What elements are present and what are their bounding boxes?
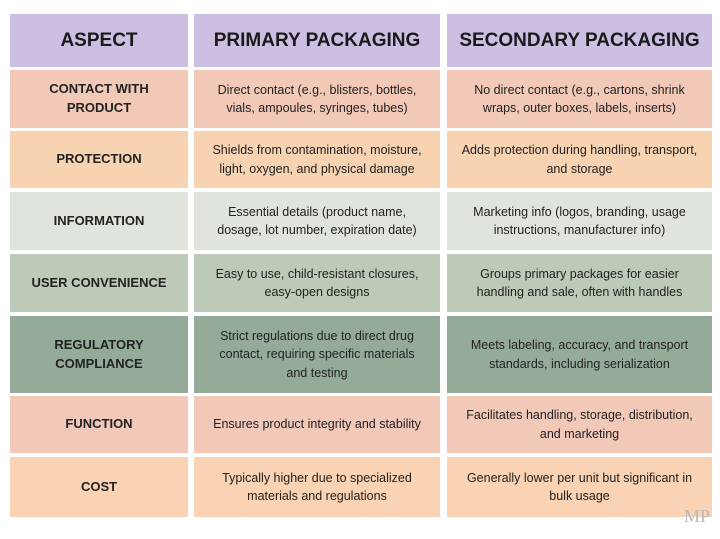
- table-cell: Typically higher due to specialized mate…: [194, 457, 440, 517]
- table-cell: Strict regulations due to direct drug co…: [194, 316, 440, 393]
- logo: MP: [683, 506, 710, 526]
- table-cell: Generally lower per unit but significant…: [447, 457, 712, 517]
- table-cell: Meets labeling, accuracy, and transport …: [447, 316, 712, 393]
- table-cell: Adds protection during handling, transpo…: [447, 131, 712, 188]
- aspect-cell: COST: [10, 457, 188, 517]
- table-cell: Easy to use, child-resistant closures, e…: [194, 254, 440, 312]
- aspect-cell: CONTACT WITH PRODUCT: [10, 70, 188, 128]
- table-cell: Ensures product integrity and stability: [194, 396, 440, 453]
- aspect-cell: FUNCTION: [10, 396, 188, 453]
- table-cell: No direct contact (e.g., cartons, shrink…: [447, 70, 712, 128]
- table-cell: Essential details (product name, dosage,…: [194, 192, 440, 250]
- table-cell: Groups primary packages for easier handl…: [447, 254, 712, 312]
- table-cell: Shields from contamination, moisture, li…: [194, 131, 440, 188]
- table-cell: Facilitates handling, storage, distribut…: [447, 396, 712, 453]
- aspect-cell: PROTECTION: [10, 131, 188, 188]
- header-cell: SECONDARY PACKAGING: [447, 14, 712, 67]
- table-cell: Marketing info (logos, branding, usage i…: [447, 192, 712, 250]
- header-cell: ASPECT: [10, 14, 188, 67]
- aspect-cell: REGULATORY COMPLIANCE: [10, 316, 188, 393]
- aspect-cell: INFORMATION: [10, 192, 188, 250]
- table-cell: Direct contact (e.g., blisters, bottles,…: [194, 70, 440, 128]
- header-cell: PRIMARY PACKAGING: [194, 14, 440, 67]
- aspect-cell: USER CONVENIENCE: [10, 254, 188, 312]
